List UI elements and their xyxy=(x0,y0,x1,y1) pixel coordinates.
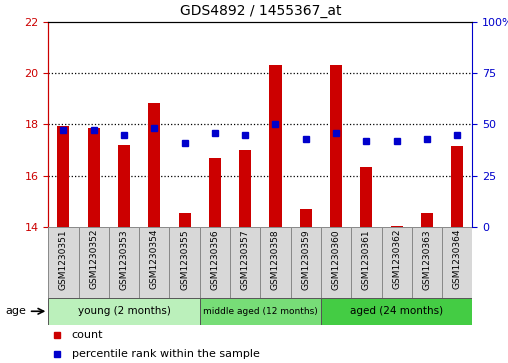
Bar xyxy=(200,298,321,325)
Bar xyxy=(139,227,170,298)
Bar xyxy=(269,65,281,227)
Bar xyxy=(321,227,351,298)
Text: GSM1230353: GSM1230353 xyxy=(119,229,129,290)
Bar xyxy=(291,227,321,298)
Text: GSM1230360: GSM1230360 xyxy=(332,229,340,290)
Text: aged (24 months): aged (24 months) xyxy=(350,306,443,316)
Bar xyxy=(451,146,463,227)
Text: count: count xyxy=(72,330,103,340)
Bar xyxy=(442,227,472,298)
Bar xyxy=(148,102,161,227)
Bar xyxy=(230,227,260,298)
Bar xyxy=(88,128,100,227)
Text: GSM1230364: GSM1230364 xyxy=(453,229,462,290)
Text: GSM1230352: GSM1230352 xyxy=(89,229,98,290)
Bar xyxy=(200,227,230,298)
Text: GSM1230351: GSM1230351 xyxy=(59,229,68,290)
Bar xyxy=(118,145,130,227)
Bar xyxy=(330,65,342,227)
Text: GSM1230359: GSM1230359 xyxy=(301,229,310,290)
Bar xyxy=(79,227,109,298)
Bar xyxy=(360,167,372,227)
Text: age: age xyxy=(5,306,26,316)
Text: GSM1230361: GSM1230361 xyxy=(362,229,371,290)
Bar xyxy=(382,227,412,298)
Bar xyxy=(57,126,70,227)
Bar xyxy=(391,225,403,227)
Title: GDS4892 / 1455367_at: GDS4892 / 1455367_at xyxy=(180,4,341,18)
Text: GSM1230358: GSM1230358 xyxy=(271,229,280,290)
Bar xyxy=(321,298,472,325)
Bar xyxy=(170,227,200,298)
Text: GSM1230363: GSM1230363 xyxy=(423,229,431,290)
Text: percentile rank within the sample: percentile rank within the sample xyxy=(72,349,260,359)
Text: GSM1230357: GSM1230357 xyxy=(241,229,250,290)
Bar xyxy=(209,158,221,227)
Bar xyxy=(351,227,382,298)
Text: middle aged (12 months): middle aged (12 months) xyxy=(203,307,318,316)
Bar xyxy=(260,227,291,298)
Text: GSM1230356: GSM1230356 xyxy=(210,229,219,290)
Bar xyxy=(300,209,312,227)
Bar xyxy=(48,298,200,325)
Text: young (2 months): young (2 months) xyxy=(78,306,171,316)
Text: GSM1230355: GSM1230355 xyxy=(180,229,189,290)
Bar xyxy=(421,213,433,227)
Bar xyxy=(412,227,442,298)
Text: GSM1230354: GSM1230354 xyxy=(150,229,159,290)
Bar xyxy=(239,150,251,227)
Bar xyxy=(109,227,139,298)
Text: GSM1230362: GSM1230362 xyxy=(392,229,401,290)
Bar xyxy=(48,227,79,298)
Bar xyxy=(178,213,190,227)
